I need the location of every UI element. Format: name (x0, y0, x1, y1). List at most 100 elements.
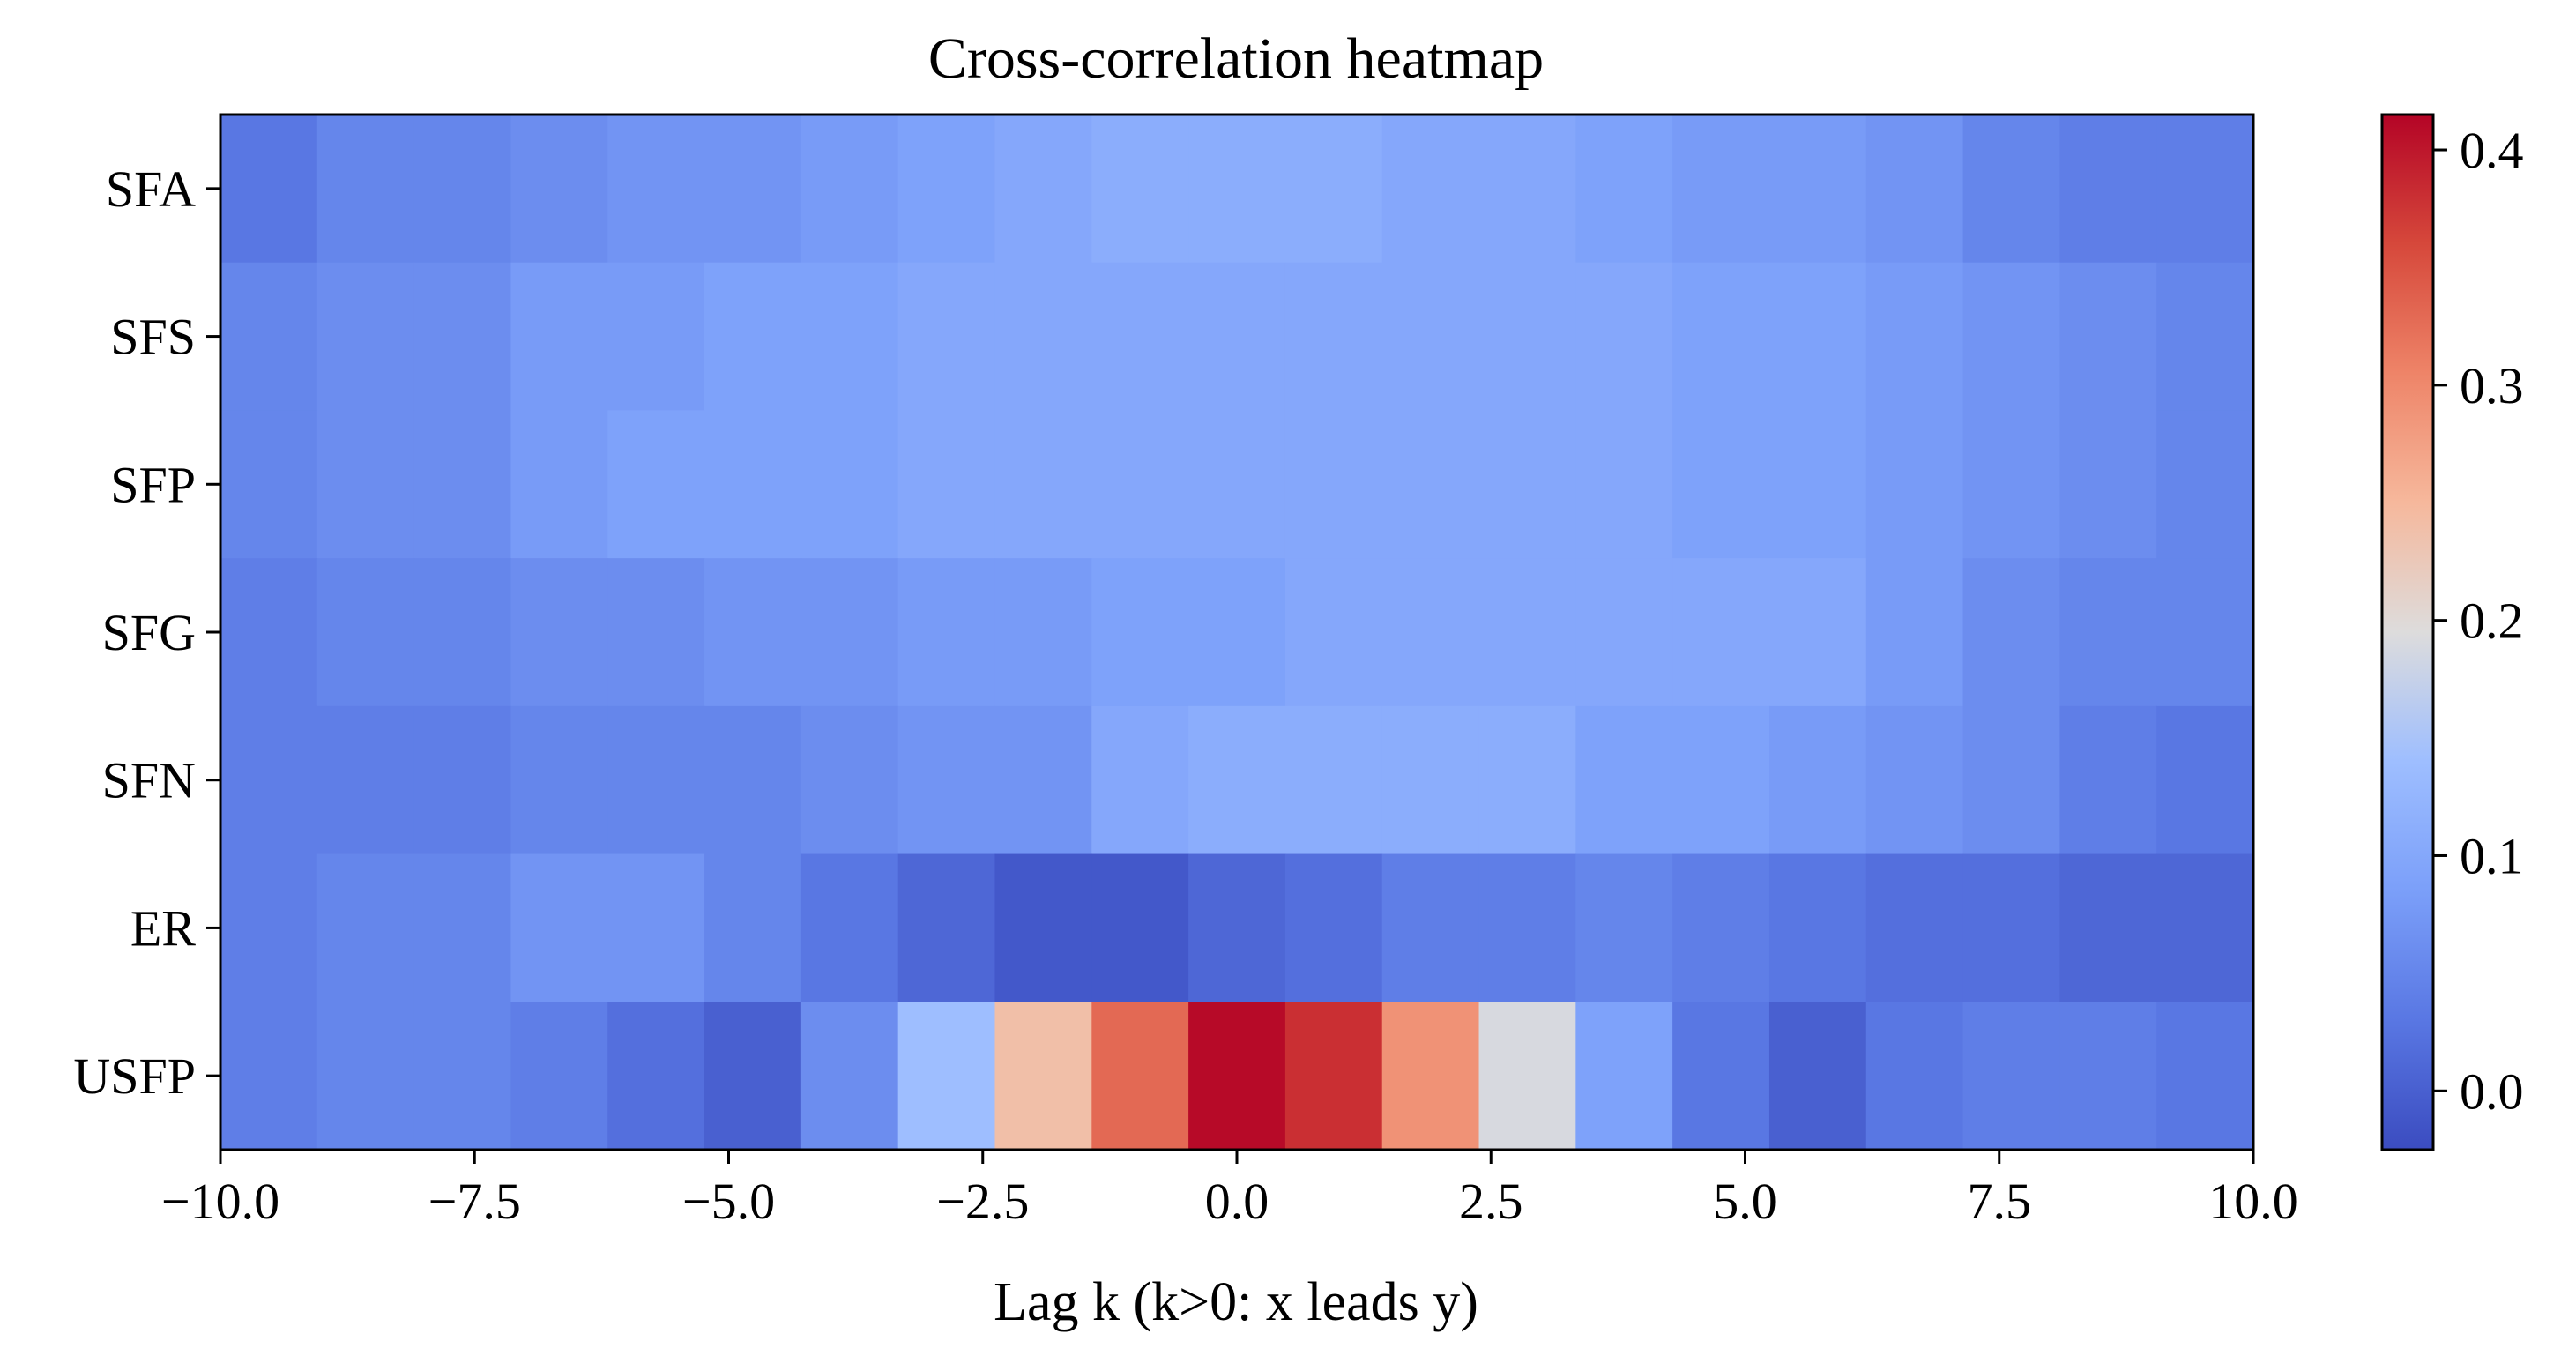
heatmap-cell-sfa-lag9 (2059, 115, 2157, 264)
heatmap-cell-sfs-lag-8 (413, 262, 512, 412)
heatmap-cell-er-lag5 (1672, 853, 1770, 1002)
heatmap-cell-er-lag1 (1284, 853, 1383, 1002)
heatmap-cell-sfs-lag1 (1284, 262, 1383, 412)
heatmap-cell-sfg-lag5 (1672, 558, 1770, 707)
heatmap-cell-sfp-lag-5 (704, 410, 802, 559)
heatmap-cell-sfp-lag10 (2156, 410, 2254, 559)
heatmap-cell-sfg-lag2 (1381, 558, 1480, 707)
heatmap-cell-sfp-lag-2 (994, 410, 1092, 559)
heatmap-cell-sfg-lag-7 (510, 558, 608, 707)
heatmap-cell-sfa-lag-3 (897, 115, 996, 264)
y-tick-label-usfp: USFP (73, 1047, 196, 1105)
colorbar-tick-label: 0.3 (2460, 357, 2524, 414)
heatmap-cell-sfs-lag6 (1768, 262, 1867, 412)
heatmap-cell-sfn-lag7 (1865, 705, 1964, 855)
heatmap-cell-sfa-lag-5 (704, 115, 802, 264)
heatmap-cell-sfp-lag1 (1284, 410, 1383, 559)
heatmap-cell-sfp-lag-6 (607, 410, 705, 559)
heatmap-cell-sfp-lag3 (1478, 410, 1576, 559)
heatmap-cell-sfs-lag2 (1381, 262, 1480, 412)
heatmap-cell-sfn-lag0 (1188, 705, 1286, 855)
heatmap-cell-usfp-lag-8 (413, 1002, 512, 1151)
heatmap-cell-usfp-lag-3 (897, 1002, 996, 1151)
heatmap-cell-sfa-lag0 (1188, 115, 1286, 264)
x-tick-label: 2.5 (1459, 1173, 1523, 1230)
heatmap-cell-sfa-lag-7 (510, 115, 608, 264)
heatmap-cell-sfg-lag-6 (607, 558, 705, 707)
heatmap-cell-sfg-lag-2 (994, 558, 1092, 707)
heatmap-cell-sfa-lag-2 (994, 115, 1092, 264)
heatmap-cell-er-lag-1 (1091, 853, 1189, 1002)
heatmap-cell-sfn-lag-6 (607, 705, 705, 855)
heatmap-cell-sfn-lag-8 (413, 705, 512, 855)
heatmap-cell-er-lag-8 (413, 853, 512, 1002)
heatmap-cell-sfg-lag-4 (800, 558, 899, 707)
heatmap-cell-sfg-lag-3 (897, 558, 996, 707)
heatmap-cell-sfs-lag-4 (800, 262, 899, 412)
y-tick-label-sfp: SFP (110, 456, 196, 513)
heatmap-cell-sfp-lag7 (1865, 410, 1964, 559)
heatmap-cell-sfa-lag5 (1672, 115, 1770, 264)
heatmap-cell-er-lag-7 (510, 853, 608, 1002)
heatmap-cell-usfp-lag9 (2059, 1002, 2157, 1151)
heatmap-cell-usfp-lag1 (1284, 1002, 1383, 1151)
heatmap-cell-sfs-lag9 (2059, 262, 2157, 412)
x-tick-label: 0.0 (1205, 1173, 1269, 1230)
heatmap-cell-er-lag-3 (897, 853, 996, 1002)
heatmap-cell-sfa-lag-8 (413, 115, 512, 264)
heatmap-cell-sfa-lag-10 (220, 115, 318, 264)
heatmap-cell-sfg-lag-5 (704, 558, 802, 707)
heatmap-cell-sfn-lag2 (1381, 705, 1480, 855)
heatmap-cell-sfp-lag9 (2059, 410, 2157, 559)
heatmap-cell-usfp-lag-6 (607, 1002, 705, 1151)
colorbar-tick-label: 0.1 (2460, 827, 2524, 884)
heatmap-cell-sfg-lag10 (2156, 558, 2254, 707)
heatmap-cell-sfg-lag4 (1575, 558, 1673, 707)
heatmap-cell-sfn-lag-2 (994, 705, 1092, 855)
heatmap-cell-sfp-lag-4 (800, 410, 899, 559)
x-tick-label: −5.0 (682, 1173, 775, 1230)
heatmap-cell-sfs-lag3 (1478, 262, 1576, 412)
y-tick-label-sfa: SFA (106, 160, 196, 218)
heatmap-cell-sfs-lag-5 (704, 262, 802, 412)
y-tick-label-sfn: SFN (102, 752, 196, 809)
heatmap-cell-er-lag-4 (800, 853, 899, 1002)
heatmap-cell-usfp-lag2 (1381, 1002, 1480, 1151)
heatmap-cell-sfp-lag-9 (316, 410, 415, 559)
heatmap-cell-sfp-lag-7 (510, 410, 608, 559)
heatmap-cell-er-lag4 (1575, 853, 1673, 1002)
heatmap-cell-sfp-lag-10 (220, 410, 318, 559)
heatmap-cell-sfn-lag5 (1672, 705, 1770, 855)
heatmap-cell-sfg-lag-8 (413, 558, 512, 707)
heatmap-cell-sfp-lag2 (1381, 410, 1480, 559)
heatmap-cell-sfn-lag-10 (220, 705, 318, 855)
heatmap-cell-sfp-lag8 (1962, 410, 2060, 559)
heatmap-cell-sfs-lag7 (1865, 262, 1964, 412)
heatmap-cell-sfg-lag9 (2059, 558, 2157, 707)
heatmap-cell-sfa-lag-1 (1091, 115, 1189, 264)
heatmap-cell-sfs-lag-1 (1091, 262, 1189, 412)
heatmap-cell-sfn-lag-5 (704, 705, 802, 855)
heatmap-cell-sfs-lag10 (2156, 262, 2254, 412)
x-axis-label: Lag k (k>0: x leads y) (994, 1272, 1478, 1332)
heatmap-cell-sfn-lag3 (1478, 705, 1576, 855)
heatmap-cell-sfp-lag-8 (413, 410, 512, 559)
heatmap-cell-sfn-lag-9 (316, 705, 415, 855)
x-axis: −10.0 −7.5 −5.0 −2.5 0.0 2.5 5.0 7.5 10.0 (161, 1150, 2298, 1230)
heatmap-cell-sfn-lag4 (1575, 705, 1673, 855)
heatmap-cell-sfp-lag4 (1575, 410, 1673, 559)
heatmap-cell-er-lag-2 (994, 853, 1092, 1002)
heatmap-cell-sfa-lag-4 (800, 115, 899, 264)
x-tick-label: 10.0 (2208, 1173, 2298, 1230)
heatmap-cell-sfn-lag-1 (1091, 705, 1189, 855)
heatmap-cell-sfg-lag3 (1478, 558, 1576, 707)
heatmap-cell-er-lag3 (1478, 853, 1576, 1002)
heatmap-cell-er-lag-5 (704, 853, 802, 1002)
heatmap-cell-sfg-lag1 (1284, 558, 1383, 707)
heatmap-cell-usfp-lag6 (1768, 1002, 1867, 1151)
y-tick-label-er: ER (130, 899, 196, 957)
heatmap-cell-sfs-lag0 (1188, 262, 1286, 412)
heatmap-cell-er-lag7 (1865, 853, 1964, 1002)
heatmap-cell-usfp-lag-4 (800, 1002, 899, 1151)
heatmap-cell-sfa-lag7 (1865, 115, 1964, 264)
